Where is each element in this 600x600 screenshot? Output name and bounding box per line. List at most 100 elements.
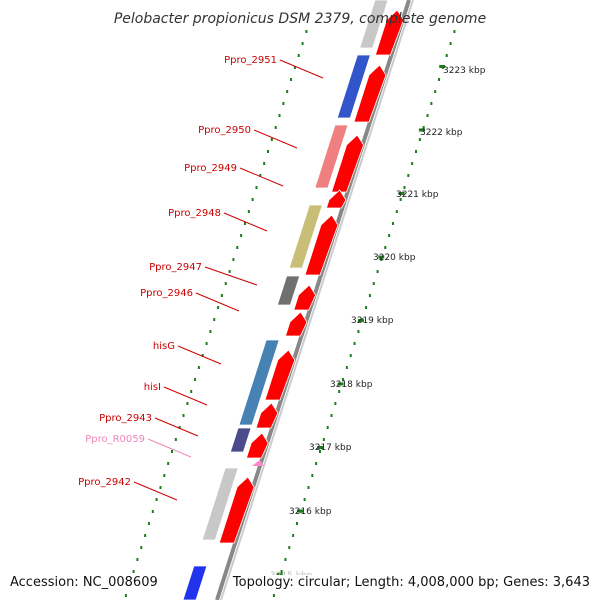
gene-box: [359, 0, 389, 49]
cds-arrow: [255, 402, 279, 429]
leader-line: [163, 386, 208, 406]
rna-marker: [251, 460, 264, 466]
outer-tick-dot: [372, 282, 375, 285]
outer-tick-dot: [395, 210, 398, 213]
inner-tick-dot: [240, 234, 243, 237]
topology-text: Topology: circular; Length: 4,008,000 bp…: [230, 575, 592, 590]
inner-tick-dot: [251, 198, 254, 201]
outer-tick-dot: [415, 150, 417, 153]
accession-text: Accession: NC_008609: [8, 575, 160, 590]
inner-tick-dot: [213, 318, 216, 321]
scale-tick-label: 3223 kbp: [443, 66, 486, 76]
gene-label-hisi[interactable]: hisI: [144, 382, 161, 393]
scale-tick-mark: [276, 573, 283, 576]
leader-line: [147, 438, 192, 458]
leader-line: [279, 59, 324, 79]
gene-label-ppro-2947[interactable]: Ppro_2947: [149, 262, 202, 273]
inner-tick-dot: [243, 222, 246, 225]
outer-tick-dot: [338, 390, 341, 393]
scale-tick-label: 3217 kbp: [309, 443, 352, 453]
inner-tick-dot: [255, 186, 258, 189]
outer-tick-dot: [388, 234, 391, 237]
outer-tick-dot: [399, 198, 402, 201]
outer-tick-dot: [422, 126, 425, 129]
inner-tick-dot: [174, 438, 177, 441]
inner-tick-dot: [186, 402, 189, 405]
outer-tick-dot: [322, 438, 325, 441]
gene-labels: Ppro_2951 Ppro_2950 Ppro_2949 Ppro_2948 …: [78, 55, 277, 488]
inner-tick-dot: [217, 306, 220, 309]
outer-tick-dot: [288, 546, 291, 549]
gene-label-ppro-r0059[interactable]: Ppro_R0059: [85, 434, 145, 445]
inner-tick-dot: [151, 510, 154, 513]
inner-tick-dot: [228, 270, 231, 273]
label-leaders: [133, 59, 324, 501]
outer-tick-dot: [334, 402, 337, 405]
leader-line: [177, 345, 222, 365]
gene-label-ppro-2946[interactable]: Ppro_2946: [140, 288, 193, 299]
leader-line: [239, 167, 284, 187]
gene-box-hishisg: [238, 339, 280, 426]
outer-tick-dot: [376, 270, 379, 273]
gene-label-ppro-2948[interactable]: Ppro_2948: [168, 208, 221, 219]
scale-tick-label: 3216 kbp: [289, 507, 332, 517]
cds-arrow: [245, 432, 269, 459]
inner-tick-dot: [232, 258, 235, 261]
inner-tick-dot: [205, 342, 208, 345]
cds-arrow: [304, 214, 339, 276]
outer-tick-dot: [403, 186, 406, 189]
outer-tick-dot: [368, 294, 371, 297]
cds-arrow: [353, 64, 387, 123]
scale-tick-label: 3218 kbp: [330, 380, 373, 390]
gene-label-ppro-2950[interactable]: Ppro_2950: [198, 125, 251, 136]
inner-tick-dot: [171, 450, 173, 453]
scale-tick-label: 3222 kbp: [420, 128, 463, 138]
inner-tick-dot: [159, 486, 162, 489]
outer-tick-dot: [453, 30, 456, 33]
gene-label-hisg[interactable]: hisG: [153, 341, 175, 352]
inner-tick-dot: [247, 210, 250, 213]
gene-box-ppro-2943: [229, 427, 252, 453]
outer-tick-dot: [319, 450, 321, 453]
cds-arrow: [331, 134, 365, 193]
outer-tick-dot: [326, 426, 329, 429]
gene-box: [182, 565, 208, 600]
leader-line: [154, 417, 199, 437]
gene-label-ppro-2943[interactable]: Ppro_2943: [99, 413, 152, 424]
gene-box-ppro-2950: [314, 124, 349, 189]
inner-tick-dot: [136, 558, 139, 561]
outer-tick-dot: [307, 486, 310, 489]
gene-label-ppro-2942[interactable]: Ppro_2942: [78, 477, 131, 488]
inner-tick-dot: [297, 54, 300, 57]
inner-tick-dot: [124, 594, 127, 597]
inner-tick-dot: [282, 102, 285, 105]
gene-label-ppro-2949[interactable]: Ppro_2949: [184, 163, 237, 174]
outer-tick-dot: [357, 330, 360, 333]
scale-tick-label: 3219 kbp: [351, 316, 394, 326]
outer-tick-dot: [411, 162, 414, 165]
cds-arrow: [264, 349, 296, 401]
outer-tick-dot: [434, 90, 437, 93]
outer-tick-dot: [418, 138, 421, 141]
scale-tick-mark: [398, 192, 405, 195]
outer-tick-dot: [342, 378, 345, 381]
cds-arrow: [218, 476, 255, 544]
scale-tick-mark: [317, 446, 324, 449]
scale-tick-mark: [296, 509, 303, 513]
scale-tick-label: 3220 kbp: [373, 253, 416, 263]
outer-tick-dot: [391, 222, 394, 225]
inner-tick-dot: [140, 546, 143, 549]
inner-tick-dot: [286, 90, 289, 93]
inner-tick-dot: [144, 534, 147, 537]
outer-tick-dot: [280, 570, 283, 573]
inner-tick-dot: [178, 426, 181, 429]
gene-label-ppro-2951[interactable]: Ppro_2951: [224, 55, 277, 66]
gene-box-ppro-2947: [276, 275, 301, 306]
inner-tick-dot: [290, 78, 293, 81]
inner-tick-dot: [147, 522, 150, 525]
outer-tick-dot: [303, 498, 306, 501]
gene-box-ppro-2942: [201, 467, 239, 541]
inner-tick-dot: [236, 246, 239, 249]
inner-tick-dot: [305, 30, 308, 33]
